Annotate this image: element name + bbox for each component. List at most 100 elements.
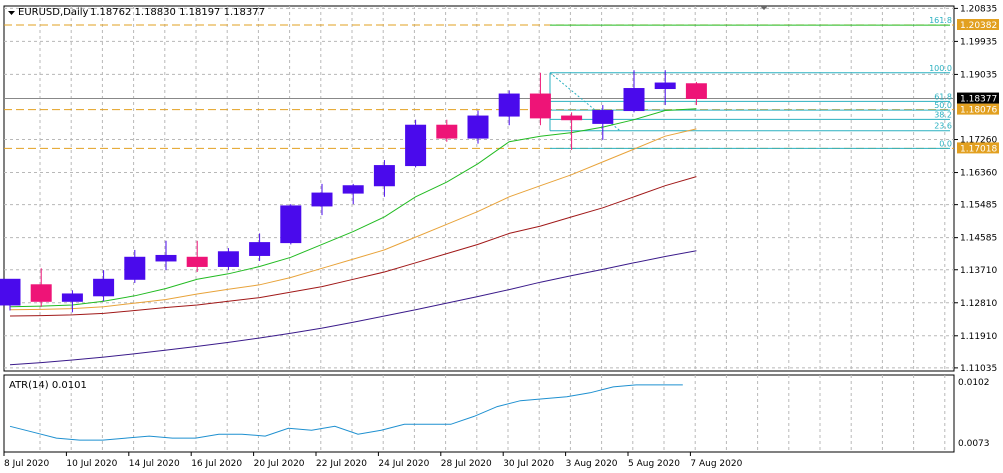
candle-body xyxy=(529,93,551,119)
indicator-label: ATR(14) 0.0101 xyxy=(9,380,87,391)
fib-level-label: 161.8 xyxy=(929,16,952,25)
price-axis-label: 1.19035 xyxy=(960,70,997,80)
atr-line xyxy=(9,384,683,441)
candle-body xyxy=(217,251,239,267)
candle-body xyxy=(61,293,83,302)
indicator-pane[interactable] xyxy=(3,374,955,453)
moving-averages xyxy=(9,108,697,366)
candle xyxy=(498,90,520,126)
candle xyxy=(623,70,645,113)
candle xyxy=(405,119,427,168)
candle xyxy=(93,270,115,302)
candle xyxy=(373,160,395,197)
candle-body xyxy=(311,192,333,207)
candle xyxy=(30,268,52,307)
candle-body xyxy=(155,254,177,262)
indicator-axis-label: 0.0073 xyxy=(958,439,990,449)
time-axis-label: 22 Jul 2020 xyxy=(316,459,367,469)
horizontal-lines[interactable] xyxy=(4,24,954,149)
candle xyxy=(529,72,551,126)
price-axis-label: 1.11910 xyxy=(960,332,997,342)
price-axis-label: 1.17260 xyxy=(960,136,997,146)
fib-trendline[interactable] xyxy=(549,72,621,132)
candle xyxy=(124,249,146,283)
ma-fast-line xyxy=(9,108,697,308)
fibonacci-retracement[interactable]: 161.8 100.0 61.850.038.2 23.6 0.0 xyxy=(549,16,952,149)
fib-level-label: 61.8 xyxy=(934,92,952,101)
candle xyxy=(155,240,177,271)
hline-price-tag-text: 1.17018 xyxy=(960,144,997,154)
fib-level-label: 50.0 xyxy=(934,101,952,110)
candle-body xyxy=(30,284,52,302)
main-pane[interactable] xyxy=(3,5,955,372)
hline-price-tag-text: 1.18076 xyxy=(960,106,997,116)
time-axis-label: 3 Aug 2020 xyxy=(566,459,618,469)
price-axis-label: 1.20835 xyxy=(960,4,997,14)
time-axis-label: 16 Jul 2020 xyxy=(191,459,242,469)
price-axis-label: 1.16360 xyxy=(960,169,997,179)
candle xyxy=(654,70,676,106)
candle xyxy=(685,81,707,106)
ma-long-line xyxy=(9,250,697,366)
candle-body xyxy=(498,93,520,117)
candle-body xyxy=(685,83,707,99)
current-price-tag-text: 1.18377 xyxy=(960,95,997,105)
time-axis-label: 24 Jul 2020 xyxy=(378,459,429,469)
candle-body xyxy=(249,242,271,256)
candle xyxy=(280,204,302,245)
candle-body xyxy=(280,205,302,244)
time-axis-label: 8 Jul 2020 xyxy=(4,459,49,469)
candle-body xyxy=(124,256,146,280)
price-axis-label: 1.13710 xyxy=(960,266,997,276)
candle-body xyxy=(654,82,676,90)
candle-body xyxy=(186,256,208,267)
candle-body xyxy=(467,115,489,139)
candle-body xyxy=(436,124,458,139)
hline-price-tag xyxy=(957,19,999,31)
time-axis-label: 7 Aug 2020 xyxy=(690,459,742,469)
candle xyxy=(342,183,364,205)
hline-price-tag xyxy=(957,142,999,154)
time-axis[interactable]: 8 Jul 2020 10 Jul 2020 14 Jul 2020 16 Jul 2… xyxy=(3,452,743,469)
price-axis[interactable]: 1.20835 1.19935 1.19035 1.17260 1.16360 1.154… xyxy=(954,4,999,449)
time-axis-label: 5 Aug 2020 xyxy=(628,459,680,469)
candle-body xyxy=(0,278,21,306)
atr-line-group xyxy=(9,384,683,441)
time-axis-label: 20 Jul 2020 xyxy=(254,459,305,469)
candle-body xyxy=(373,165,395,187)
candle xyxy=(249,233,271,261)
candle-body xyxy=(592,110,614,124)
indicator-axis-label: 0.0102 xyxy=(958,378,990,388)
candle-body xyxy=(561,115,583,121)
candle-body xyxy=(93,278,115,297)
candle xyxy=(217,248,239,271)
price-axis-label: 1.19935 xyxy=(960,37,997,47)
candle-body xyxy=(623,88,645,112)
price-axis-label: 1.12810 xyxy=(960,299,997,309)
fib-level-label: 23.6 xyxy=(934,122,952,131)
symbol-label: EURUSD,Daily xyxy=(18,7,89,18)
candle xyxy=(436,119,458,142)
candle xyxy=(311,183,333,216)
time-axis-label: 28 Jul 2020 xyxy=(441,459,492,469)
candle xyxy=(186,240,208,272)
price-axis-label: 1.14585 xyxy=(960,234,997,244)
ma-slow-line xyxy=(9,176,697,317)
chart-menu-triangle-icon[interactable] xyxy=(8,11,15,15)
hline-price-tag-text: 1.20382 xyxy=(960,21,997,31)
time-axis-label: 30 Jul 2020 xyxy=(503,459,554,469)
fib-level-label: 38.2 xyxy=(934,110,952,119)
price-axis-label: 1.11035 xyxy=(960,364,997,374)
shift-marker-icon[interactable] xyxy=(760,6,768,10)
price-axis-label: 1.15485 xyxy=(960,201,997,211)
ma-mid-line xyxy=(9,128,697,311)
current-price-tag xyxy=(957,92,999,104)
fib-level-label: 0.0 xyxy=(939,139,952,148)
candle xyxy=(467,110,489,144)
fib-level-label: 100.0 xyxy=(929,64,952,73)
candle xyxy=(61,290,83,313)
hline-price-tag xyxy=(957,103,999,115)
candle xyxy=(561,112,583,150)
